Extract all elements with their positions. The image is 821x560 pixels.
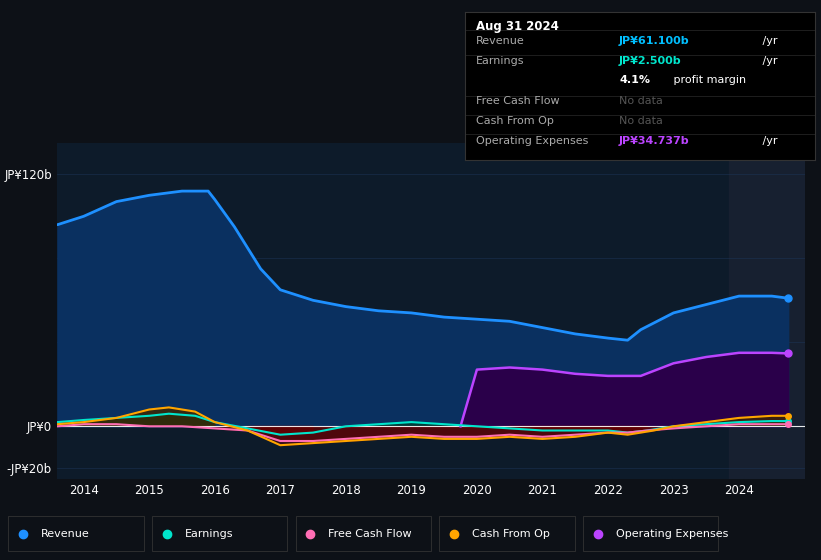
Text: /yr: /yr	[759, 36, 777, 46]
Text: profit margin: profit margin	[670, 75, 745, 85]
Text: /yr: /yr	[759, 136, 777, 146]
Text: /yr: /yr	[759, 57, 777, 67]
FancyBboxPatch shape	[296, 516, 431, 551]
Text: 4.1%: 4.1%	[619, 75, 650, 85]
Text: No data: No data	[619, 96, 663, 106]
FancyBboxPatch shape	[439, 516, 575, 551]
Text: Earnings: Earnings	[475, 57, 524, 67]
Text: No data: No data	[619, 115, 663, 125]
Text: JP¥34.737b: JP¥34.737b	[619, 136, 690, 146]
FancyBboxPatch shape	[8, 516, 144, 551]
Text: Earnings: Earnings	[185, 529, 233, 539]
Text: Free Cash Flow: Free Cash Flow	[328, 529, 412, 539]
Text: Operating Expenses: Operating Expenses	[475, 136, 588, 146]
Text: Cash From Op: Cash From Op	[475, 115, 553, 125]
FancyBboxPatch shape	[583, 516, 718, 551]
Text: Revenue: Revenue	[41, 529, 89, 539]
Text: Free Cash Flow: Free Cash Flow	[475, 96, 559, 106]
Bar	[729, 143, 805, 479]
Text: Aug 31 2024: Aug 31 2024	[475, 20, 558, 33]
Text: Revenue: Revenue	[475, 36, 525, 46]
Text: JP¥61.100b: JP¥61.100b	[619, 36, 690, 46]
Text: Cash From Op: Cash From Op	[472, 529, 550, 539]
Text: JP¥2.500b: JP¥2.500b	[619, 57, 681, 67]
FancyBboxPatch shape	[152, 516, 287, 551]
Text: Operating Expenses: Operating Expenses	[616, 529, 728, 539]
